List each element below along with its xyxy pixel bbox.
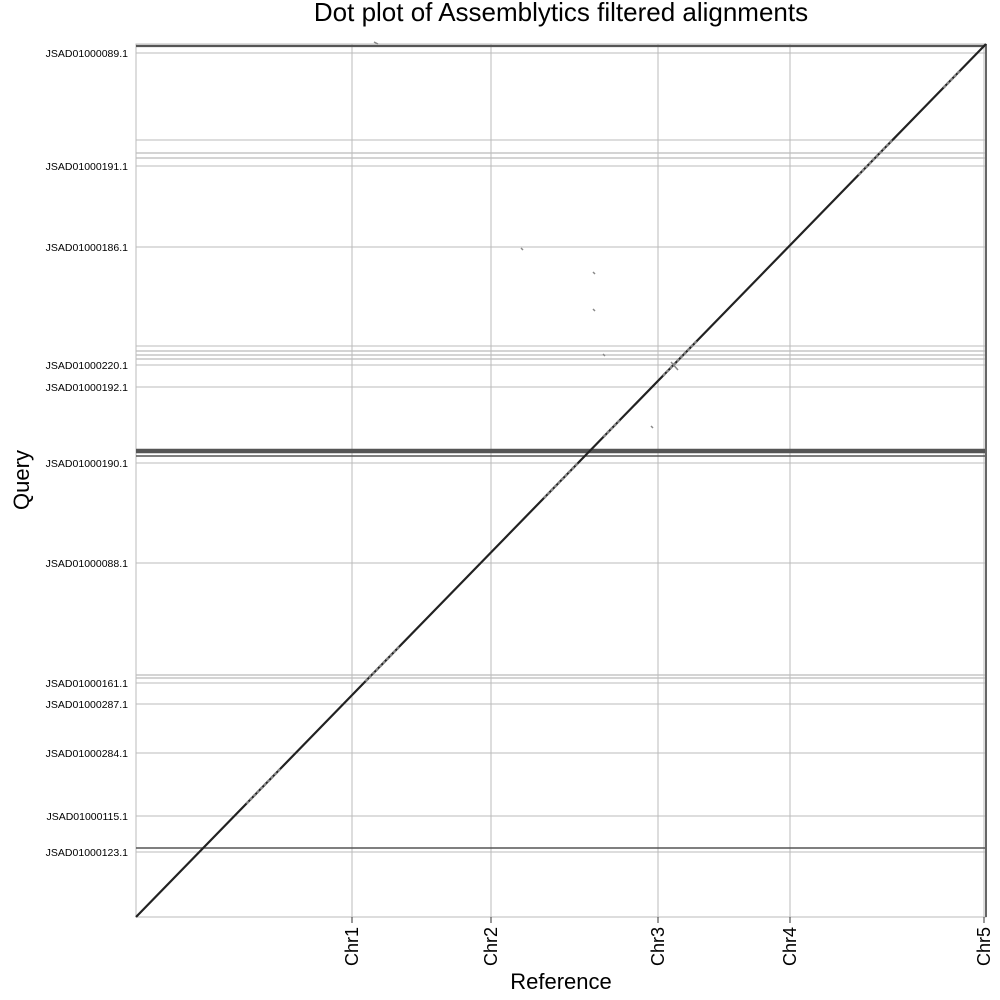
y-axis-title: Query (9, 450, 34, 510)
alignment-segment (942, 69, 962, 89)
y-tick-label: JSAD01000089.1 (46, 48, 128, 60)
alignment-segment (543, 462, 579, 499)
x-tick-labels: Chr1 Chr2 Chr3 Chr4 Chr5 (342, 927, 994, 966)
y-tick-label: JSAD01000287.1 (46, 699, 128, 711)
y-tick-label: JSAD01000220.1 (46, 360, 128, 372)
stray-alignment (670, 361, 679, 371)
y-tick-label: JSAD01000192.1 (46, 382, 128, 394)
stray-alignment (602, 353, 606, 357)
y-tick-label: JSAD01000123.1 (46, 847, 128, 859)
x-tick-label: Chr5 (974, 927, 994, 966)
y-tick-label: JSAD01000191.1 (46, 161, 128, 173)
y-tick-labels: JSAD01000089.1 JSAD01000191.1 JSAD01000186… (46, 48, 128, 859)
contig-boundary-lines (136, 44, 987, 917)
x-axis-title: Reference (510, 969, 612, 994)
x-tick-label: Chr3 (648, 927, 668, 966)
alignment-segment (364, 645, 401, 683)
y-tick-label: JSAD01000115.1 (46, 811, 128, 823)
plot-area (135, 41, 987, 918)
alignment-segment (245, 767, 282, 805)
x-tick-label: Chr1 (342, 927, 362, 966)
stray-alignment (592, 308, 596, 312)
grid-lines (135, 43, 987, 923)
chart-title: Dot plot of Assemblytics filtered alignm… (314, 0, 808, 27)
stray-alignment (520, 247, 524, 251)
y-tick-label: JSAD01000284.1 (46, 748, 128, 760)
stray-alignment (592, 271, 596, 275)
alignment-diagonal (135, 43, 987, 918)
y-tick-label: JSAD01000161.1 (46, 678, 128, 690)
y-tick-label: JSAD01000186.1 (46, 242, 128, 254)
alignment-segment (602, 418, 622, 438)
stray-alignment (373, 41, 379, 45)
y-tick-label: JSAD01000088.1 (46, 558, 128, 570)
y-tick-label: JSAD01000190.1 (46, 458, 128, 470)
alignment-segment (662, 339, 698, 377)
alignment-segment (857, 139, 894, 176)
x-tick-label: Chr4 (780, 927, 800, 966)
stray-alignment (650, 425, 654, 429)
x-tick-label: Chr2 (481, 927, 501, 966)
